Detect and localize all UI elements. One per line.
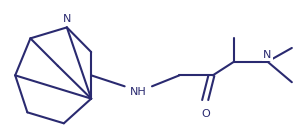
Text: N: N (63, 14, 71, 24)
Text: NH: NH (130, 87, 147, 97)
Text: O: O (202, 109, 210, 119)
Text: N: N (263, 50, 272, 60)
